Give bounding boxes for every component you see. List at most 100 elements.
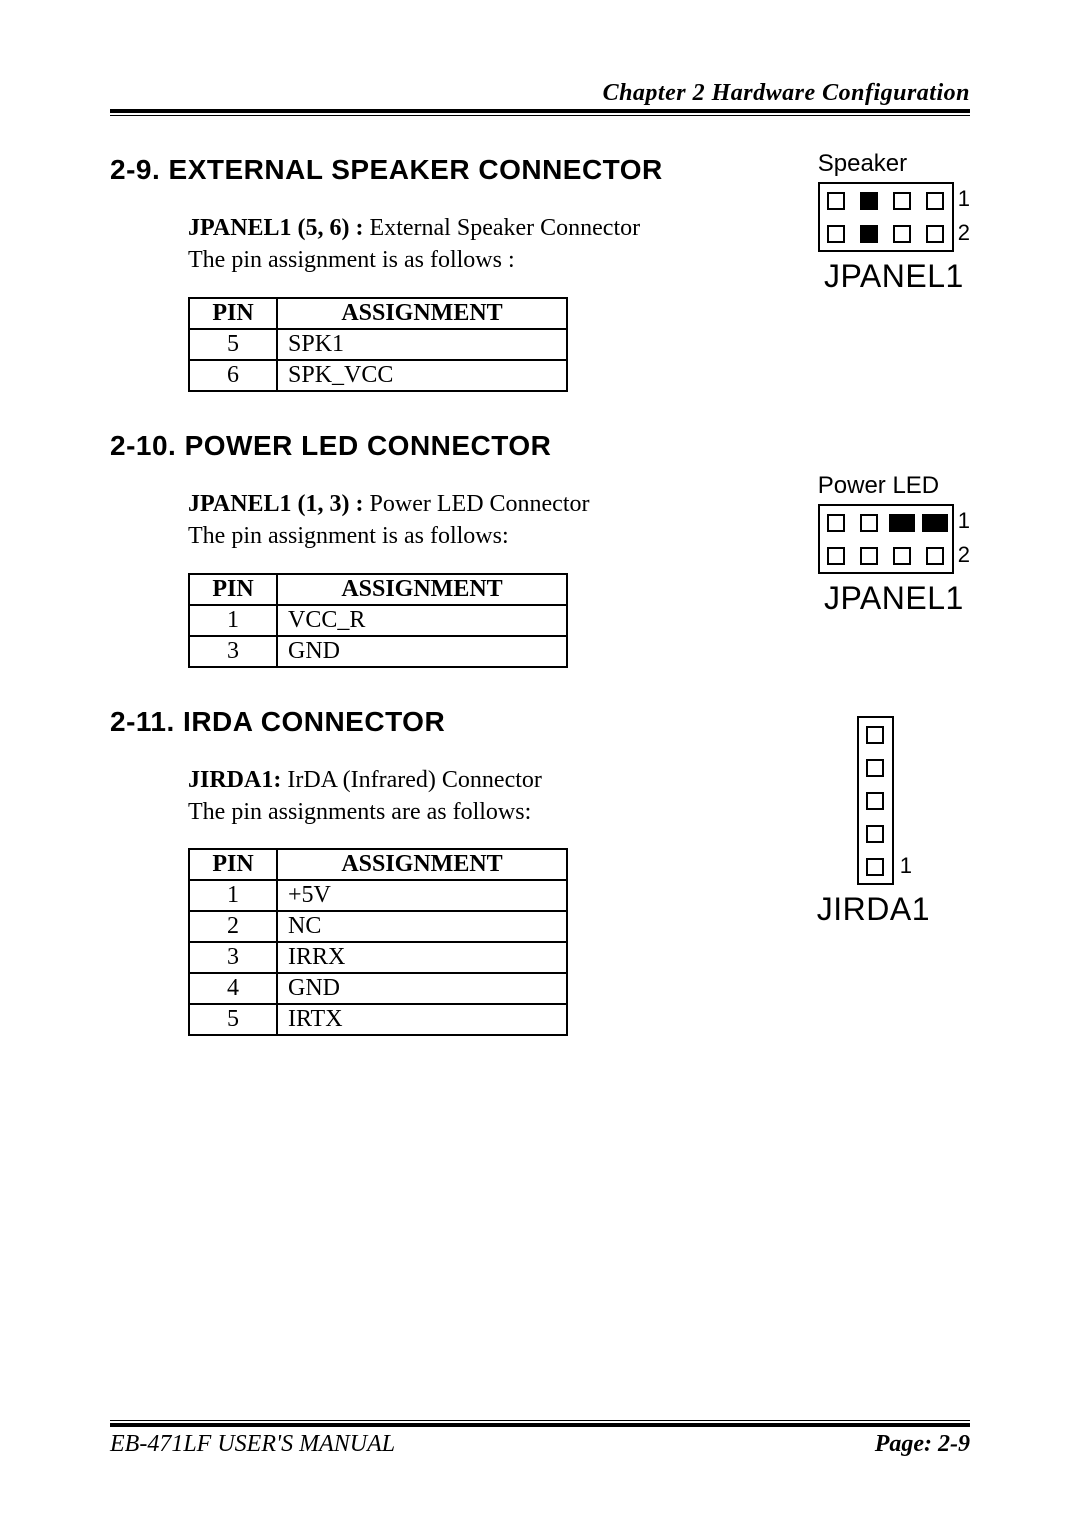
powerled-label-bold: JPANEL1 (1, 3) :: [188, 491, 370, 517]
pin-icon: [893, 547, 911, 565]
pin-filled-icon: [889, 514, 915, 532]
table-header-assignment: ASSIGNMENT: [277, 298, 567, 329]
pin-icon: [827, 547, 845, 565]
header-rule-thick: [110, 107, 970, 113]
pin-row: [820, 506, 952, 539]
table-row: 3 GND: [189, 636, 567, 667]
table-cell-assignment: GND: [277, 636, 567, 667]
pin-row: [820, 217, 952, 250]
table-cell-pin: 3: [189, 636, 277, 667]
table-row: 5IRTX: [189, 1004, 567, 1035]
speaker-label-rest: External Speaker Connector: [370, 215, 641, 241]
diagram-powerled: Power LED 1 2 JPAN: [818, 472, 970, 617]
table-header-row: PIN ASSIGNMENT: [189, 849, 567, 880]
pin-icon: [827, 192, 845, 210]
speaker-subline: The pin assignment is as follows :: [188, 247, 515, 273]
speaker-label-bold: JPANEL1 (5, 6) :: [188, 215, 370, 241]
powerled-pin-table: PIN ASSIGNMENT 1 VCC_R 3 GND: [188, 573, 568, 668]
section-title-irda: 2-11. IRDA CONNECTOR: [110, 706, 970, 738]
pin-icon: [866, 759, 884, 777]
pin-icon: [866, 792, 884, 810]
page-content: Chapter 2 Hardware Configuration 2-9. EX…: [110, 80, 970, 1466]
table-cell-pin: 4: [189, 973, 277, 1004]
footer-manual-title: EB-471LF USER'S MANUAL: [110, 1431, 395, 1458]
footer-page-number: Page: 2-9: [875, 1431, 970, 1458]
table-cell-assignment: NC: [277, 911, 567, 942]
powerled-subline: The pin assignment is as follows:: [188, 523, 509, 549]
footer-rule-thick: EB-471LF USER'S MANUAL Page: 2-9: [110, 1423, 970, 1458]
table-cell-pin: 3: [189, 942, 277, 973]
table-cell-assignment: +5V: [277, 880, 567, 911]
table-cell-pin: 2: [189, 911, 277, 942]
irda-label-bold: JIRDA1:: [188, 767, 287, 793]
table-cell-assignment: IRTX: [277, 1004, 567, 1035]
table-cell-assignment: VCC_R: [277, 605, 567, 636]
page-footer: EB-471LF USER'S MANUAL Page: 2-9: [110, 1420, 970, 1458]
header-rule-thin: [110, 115, 970, 116]
pin-icon: [827, 514, 845, 532]
table-cell-pin: 5: [189, 329, 277, 360]
pin-icon: [926, 547, 944, 565]
table-row: 2NC: [189, 911, 567, 942]
pin-icon: [926, 225, 944, 243]
diagram-speaker: Speaker 1 2 JPANEL: [818, 150, 970, 295]
table-cell-assignment: SPK1: [277, 329, 567, 360]
table-row: 3IRRX: [189, 942, 567, 973]
diagram-jirda: 1 JIRDA1: [857, 716, 930, 928]
table-cell-pin: 6: [189, 360, 277, 391]
pin-icon: [926, 192, 944, 210]
pin-filled-icon: [860, 225, 878, 243]
pin-icon: [866, 726, 884, 744]
table-header-assignment: ASSIGNMENT: [277, 574, 567, 605]
table-header-pin: PIN: [189, 574, 277, 605]
pin-row: [820, 184, 952, 217]
table-row: 1 VCC_R: [189, 605, 567, 636]
row-label: 2: [958, 538, 970, 572]
row-label: 1: [958, 182, 970, 216]
speaker-pin-table: PIN ASSIGNMENT 5 SPK1 6 SPK_VCC: [188, 297, 568, 392]
pin-icon: [866, 825, 884, 843]
table-header-row: PIN ASSIGNMENT: [189, 574, 567, 605]
table-header-assignment: ASSIGNMENT: [277, 849, 567, 880]
pin-row: [820, 539, 952, 572]
footer-rule-thin: [110, 1420, 970, 1421]
table-cell-assignment: IRRX: [277, 942, 567, 973]
pin-icon: [860, 514, 878, 532]
table-row: 1+5V: [189, 880, 567, 911]
jirda-pin-column: [857, 716, 894, 885]
table-cell-pin: 5: [189, 1004, 277, 1035]
chapter-header: Chapter 2 Hardware Configuration: [110, 80, 970, 107]
diagram-speaker-top-label: Speaker: [818, 150, 970, 178]
irda-description: JIRDA1: IrDA (Infrared) Connector The pi…: [188, 764, 970, 829]
powerled-pin-grid: [818, 504, 954, 574]
powerled-row-labels: 1 2: [958, 504, 970, 572]
pin-icon: [893, 192, 911, 210]
diagram-speaker-big-label: JPANEL1: [818, 258, 970, 295]
pin-filled-icon: [922, 514, 948, 532]
pin-filled-icon: [860, 192, 878, 210]
irda-pin-table: PIN ASSIGNMENT 1+5V 2NC 3IRRX 4GND 5IRTX: [188, 848, 568, 1036]
table-header-pin: PIN: [189, 298, 277, 329]
powerled-label-rest: Power LED Connector: [370, 491, 590, 517]
diagram-powerled-top-label: Power LED: [818, 472, 970, 500]
table-row: 5 SPK1: [189, 329, 567, 360]
pin-icon: [860, 547, 878, 565]
row-label: 2: [958, 216, 970, 250]
table-row: 4GND: [189, 973, 567, 1004]
table-row: 6 SPK_VCC: [189, 360, 567, 391]
pin-icon: [866, 858, 884, 876]
row-label: 1: [958, 504, 970, 538]
speaker-pin-grid: [818, 182, 954, 252]
pin-icon: [827, 225, 845, 243]
diagram-jirda-big-label: JIRDA1: [817, 891, 930, 928]
jirda-num-label: 1: [900, 853, 912, 879]
section-title-powerled: 2-10. POWER LED CONNECTOR: [110, 430, 970, 462]
table-cell-assignment: SPK_VCC: [277, 360, 567, 391]
table-header-row: PIN ASSIGNMENT: [189, 298, 567, 329]
diagram-powerled-big-label: JPANEL1: [818, 580, 970, 617]
table-cell-pin: 1: [189, 605, 277, 636]
table-cell-assignment: GND: [277, 973, 567, 1004]
speaker-row-labels: 1 2: [958, 182, 970, 250]
pin-icon: [893, 225, 911, 243]
table-header-pin: PIN: [189, 849, 277, 880]
